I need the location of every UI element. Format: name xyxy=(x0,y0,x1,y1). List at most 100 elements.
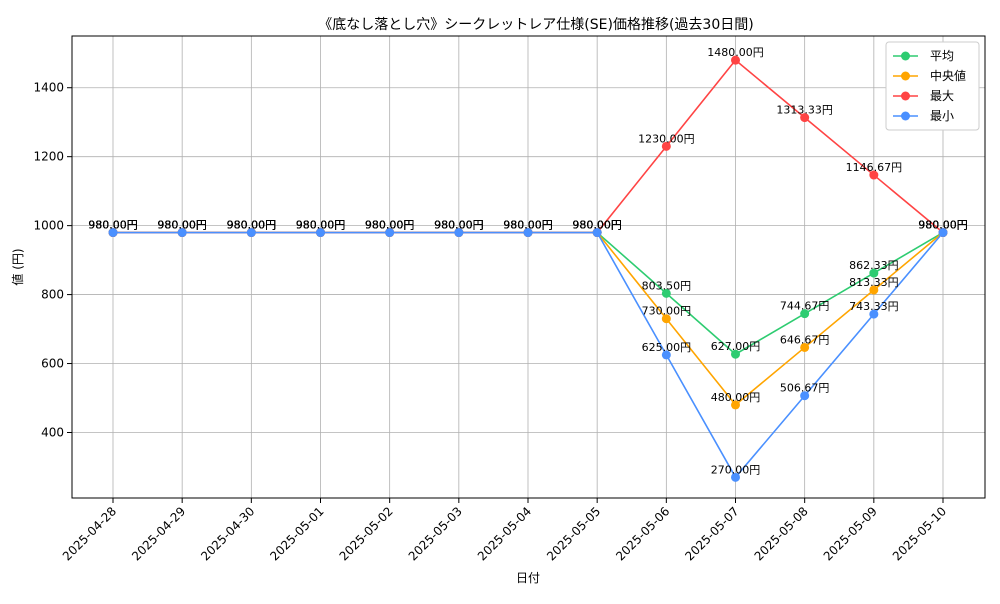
data-label: 980.00円 xyxy=(572,219,622,232)
data-label: 980.00円 xyxy=(572,219,622,232)
data-label: 980.00円 xyxy=(296,219,346,232)
legend-marker xyxy=(901,51,910,61)
data-label: 980.00円 xyxy=(918,219,968,232)
data-label: 980.00円 xyxy=(434,219,484,232)
x-tick-label: 2025-05-04 xyxy=(475,504,534,563)
data-label: 1313.33円 xyxy=(776,104,833,117)
data-label: 980.00円 xyxy=(88,219,138,232)
y-tick-label: 1200 xyxy=(33,150,64,164)
data-point xyxy=(316,228,325,238)
series-layer xyxy=(108,55,948,482)
y-tick-label: 1000 xyxy=(33,219,64,233)
data-label: 980.00円 xyxy=(918,219,968,232)
chart-title: 《底なし落とし穴》シークレットレア仕様(SE)価格推移(過去30日間) xyxy=(318,17,753,33)
data-label: 980.00円 xyxy=(365,219,415,232)
x-tick-label: 2025-04-29 xyxy=(129,504,188,563)
x-tick-label: 2025-05-08 xyxy=(752,504,811,563)
data-point xyxy=(523,228,533,238)
data-label: 1480.00円 xyxy=(707,46,764,59)
legend-label: 最小 xyxy=(930,109,954,123)
data-label: 980.00円 xyxy=(227,219,277,232)
y-tick-label: 1400 xyxy=(33,81,64,95)
y-axis-label: 値 (円) xyxy=(10,248,25,285)
data-point xyxy=(731,400,740,410)
data-label: 627.00円 xyxy=(711,340,761,353)
data-label: 1230.00円 xyxy=(638,132,695,145)
data-label: 270.00円 xyxy=(711,463,761,476)
x-axis-ticks: 2025-04-28 2025-04-29 2025-04-30 2025-05-01… xyxy=(60,498,949,563)
data-label: 480.00円 xyxy=(711,391,761,404)
data-label: 980.00円 xyxy=(227,219,277,232)
data-label: 980.00円 xyxy=(918,219,968,232)
y-tick-label: 400 xyxy=(41,425,64,439)
data-label: 980.00円 xyxy=(503,219,553,232)
y-tick-label: 800 xyxy=(41,288,64,302)
data-label: 980.00円 xyxy=(572,219,622,232)
data-point xyxy=(246,228,256,238)
data-label: 980.00円 xyxy=(157,219,207,232)
data-point xyxy=(592,228,602,238)
data-label: 980.00円 xyxy=(88,219,138,232)
data-label: 813.33円 xyxy=(849,276,899,289)
data-label: 980.00円 xyxy=(918,219,968,232)
data-point xyxy=(661,141,671,151)
data-label: 980.00円 xyxy=(296,219,346,232)
data-point xyxy=(869,170,879,180)
data-label: 980.00円 xyxy=(157,219,207,232)
data-label: 743.33円 xyxy=(849,300,899,313)
data-label: 646.67円 xyxy=(780,333,830,346)
data-point xyxy=(731,472,740,482)
x-tick-label: 2025-04-28 xyxy=(60,504,119,563)
data-point xyxy=(108,228,118,238)
data-point xyxy=(661,350,671,360)
data-label: 980.00円 xyxy=(157,219,207,232)
data-point xyxy=(731,349,740,359)
legend-marker xyxy=(901,111,910,121)
data-point xyxy=(938,228,948,238)
data-label: 980.00円 xyxy=(503,219,553,232)
data-label: 980.00円 xyxy=(365,219,415,232)
data-point xyxy=(385,228,395,238)
data-point xyxy=(731,55,740,65)
data-point xyxy=(800,113,810,123)
data-label: 980.00円 xyxy=(88,219,138,232)
x-tick-label: 2025-05-05 xyxy=(544,504,603,563)
legend-label: 最大 xyxy=(930,89,954,103)
grid xyxy=(72,36,985,498)
data-point xyxy=(800,342,810,352)
data-label: 980.00円 xyxy=(296,219,346,232)
legend-marker xyxy=(901,71,910,81)
data-label: 980.00円 xyxy=(365,219,415,232)
data-point xyxy=(869,285,879,295)
data-point xyxy=(800,391,810,401)
data-label: 980.00円 xyxy=(434,219,484,232)
data-labels: 980.00円 980.00円 980.00円 980.00円 980.00円 980.0… xyxy=(88,46,968,476)
x-tick-label: 2025-05-06 xyxy=(613,504,672,563)
data-point xyxy=(661,314,671,324)
data-point xyxy=(800,309,810,319)
x-tick-label: 2025-04-30 xyxy=(198,504,257,563)
x-tick-label: 2025-05-09 xyxy=(821,504,880,563)
data-point xyxy=(869,309,879,319)
data-point xyxy=(177,228,187,238)
plot-frame xyxy=(71,35,986,499)
data-label: 980.00円 xyxy=(227,219,277,232)
data-label: 980.00円 xyxy=(434,219,484,232)
x-tick-label: 2025-05-10 xyxy=(890,504,949,563)
x-tick-label: 2025-05-01 xyxy=(267,504,326,563)
data-point xyxy=(454,228,464,238)
legend-box xyxy=(885,41,980,131)
x-tick-label: 2025-05-02 xyxy=(337,504,396,563)
data-label: 744.67円 xyxy=(780,300,830,313)
data-label: 980.00円 xyxy=(157,219,207,232)
data-label: 980.00円 xyxy=(572,219,622,232)
legend-label: 平均 xyxy=(930,49,954,63)
data-point xyxy=(661,288,671,298)
data-label: 506.67円 xyxy=(780,382,830,395)
data-label: 980.00円 xyxy=(434,219,484,232)
data-label: 980.00円 xyxy=(503,219,553,232)
data-label: 980.00円 xyxy=(503,219,553,232)
